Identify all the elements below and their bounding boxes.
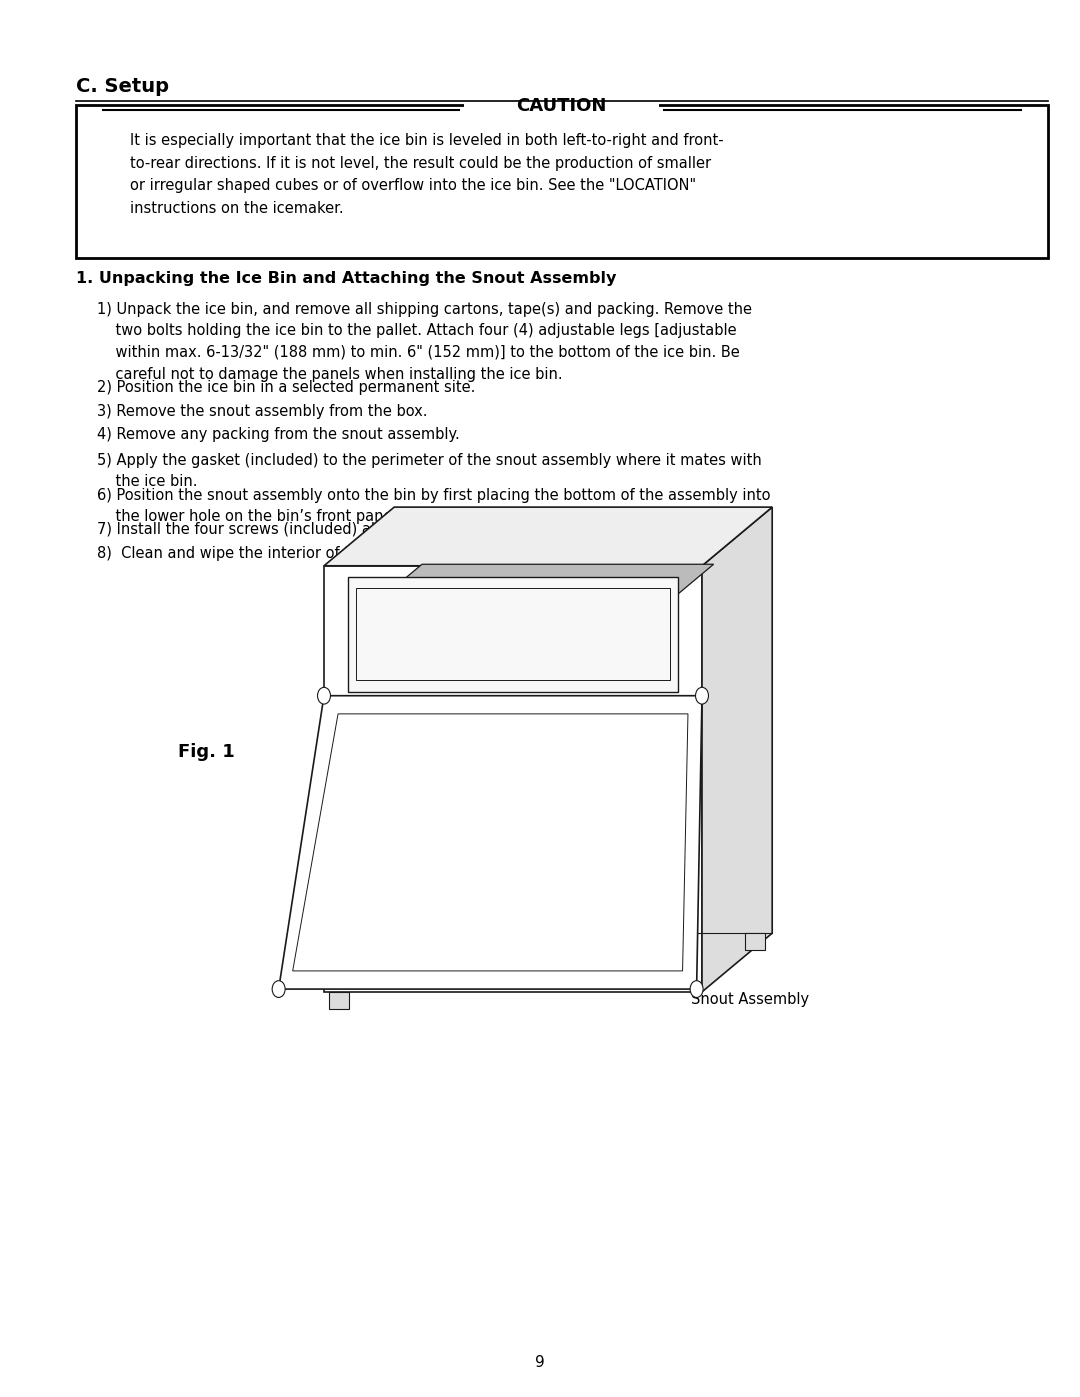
Text: Snout Assembly: Snout Assembly (691, 992, 809, 1007)
Text: 6) Position the snout assembly onto the bin by first placing the bottom of the a: 6) Position the snout assembly onto the … (97, 488, 771, 524)
Bar (745, 933, 765, 950)
Polygon shape (702, 507, 772, 992)
Text: 9: 9 (535, 1355, 545, 1369)
Text: 5) Apply the gasket (included) to the perimeter of the snout assembly where it m: 5) Apply the gasket (included) to the pe… (97, 453, 762, 489)
Polygon shape (279, 696, 702, 989)
Bar (348, 577, 678, 692)
Text: Fig. 1: Fig. 1 (178, 743, 235, 760)
Circle shape (696, 687, 708, 704)
Polygon shape (324, 507, 772, 566)
Bar (464, 92, 659, 123)
Text: It is especially important that the ice bin is leveled in both left-to-right and: It is especially important that the ice … (130, 133, 724, 217)
Circle shape (272, 981, 285, 997)
Text: 3) Remove the snout assembly from the box.: 3) Remove the snout assembly from the bo… (97, 404, 428, 419)
Text: 7) Install the four screws (included) along the top of the snout assembly.: 7) Install the four screws (included) al… (97, 522, 630, 538)
Text: CAUTION: CAUTION (516, 98, 607, 115)
Circle shape (318, 687, 330, 704)
Text: C. Setup: C. Setup (76, 77, 168, 96)
Bar (329, 992, 349, 1009)
Text: 8)  Clean and wipe the interior of the bin and snout assembly with a clean cloth: 8) Clean and wipe the interior of the bi… (97, 546, 688, 562)
Text: 1) Unpack the ice bin, and remove all shipping cartons, tape(s) and packing. Rem: 1) Unpack the ice bin, and remove all sh… (97, 302, 752, 381)
Circle shape (690, 981, 703, 997)
Polygon shape (324, 566, 702, 992)
Text: 1. Unpacking the Ice Bin and Attaching the Snout Assembly: 1. Unpacking the Ice Bin and Attaching t… (76, 271, 616, 286)
Bar (356, 588, 670, 680)
Polygon shape (293, 714, 688, 971)
Text: 4) Remove any packing from the snout assembly.: 4) Remove any packing from the snout ass… (97, 427, 460, 443)
Bar (76, 105, 1048, 258)
Polygon shape (383, 564, 714, 597)
Text: 2) Position the ice bin in a selected permanent site.: 2) Position the ice bin in a selected pe… (97, 380, 475, 395)
